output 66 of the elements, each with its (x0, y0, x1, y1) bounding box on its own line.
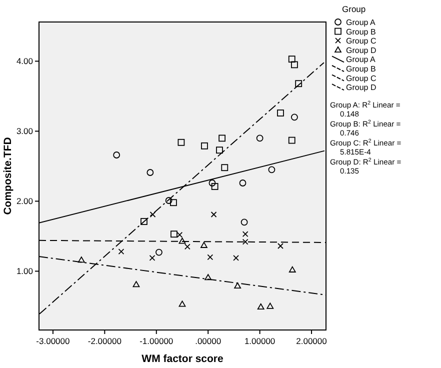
y-tick-label: 4.00 (16, 56, 34, 66)
point (239, 180, 246, 186)
point (288, 136, 296, 144)
point (78, 256, 85, 263)
x-tick-label: 2.00000 (296, 336, 328, 346)
legend-label: Group A (346, 55, 376, 64)
point (149, 254, 156, 261)
point (150, 212, 156, 218)
point (266, 302, 274, 309)
y-tick-label: 1.00 (16, 266, 34, 276)
legend-label: Group D (346, 83, 376, 92)
point (233, 254, 239, 261)
point (207, 254, 214, 260)
point (113, 152, 120, 158)
point (178, 238, 186, 244)
point (156, 248, 162, 256)
point (221, 164, 228, 172)
x-tick-label: .00000 (195, 336, 222, 346)
point (210, 212, 217, 218)
point (118, 248, 124, 255)
point (211, 183, 218, 190)
y-tick-label: 2.00 (16, 196, 34, 206)
point (170, 230, 178, 238)
point (288, 56, 296, 63)
point (218, 134, 226, 142)
point (170, 199, 177, 206)
point (200, 242, 208, 248)
legend-label: Group D (346, 46, 376, 55)
point (288, 266, 296, 272)
point (277, 110, 284, 116)
point (278, 243, 284, 249)
point (184, 244, 190, 250)
point (204, 274, 212, 280)
x-tick-label: -1.00000 (140, 336, 174, 346)
point (165, 197, 172, 204)
y-tick-label: 3.00 (16, 126, 34, 136)
point (257, 303, 264, 310)
point (146, 169, 154, 176)
legend-label: Group B (346, 27, 376, 36)
x-axis-title: WM factor score (142, 353, 224, 365)
x-tick-label: -2.00000 (88, 336, 122, 346)
point (132, 281, 140, 288)
point (140, 218, 148, 225)
legend-label: Group A (346, 18, 376, 27)
y-axis-title: Composite.TFD (2, 136, 14, 215)
point (178, 300, 186, 307)
legend-label: Group B (346, 64, 376, 74)
point (208, 180, 216, 186)
x-tick-label: -3.00000 (36, 336, 70, 346)
point (256, 134, 264, 142)
point (201, 142, 208, 150)
point (291, 114, 298, 121)
point (176, 232, 183, 238)
point (216, 146, 223, 154)
point (178, 138, 185, 146)
point (240, 218, 248, 226)
point (291, 61, 298, 68)
x-tick-label: 1.00000 (244, 336, 276, 346)
point (234, 282, 242, 289)
point (268, 166, 276, 174)
point (295, 80, 302, 88)
legend-title: Group (342, 4, 366, 14)
legend-label: Group C (346, 74, 376, 83)
point (242, 238, 248, 245)
point (242, 231, 248, 238)
legend-label: Group C (346, 36, 376, 46)
